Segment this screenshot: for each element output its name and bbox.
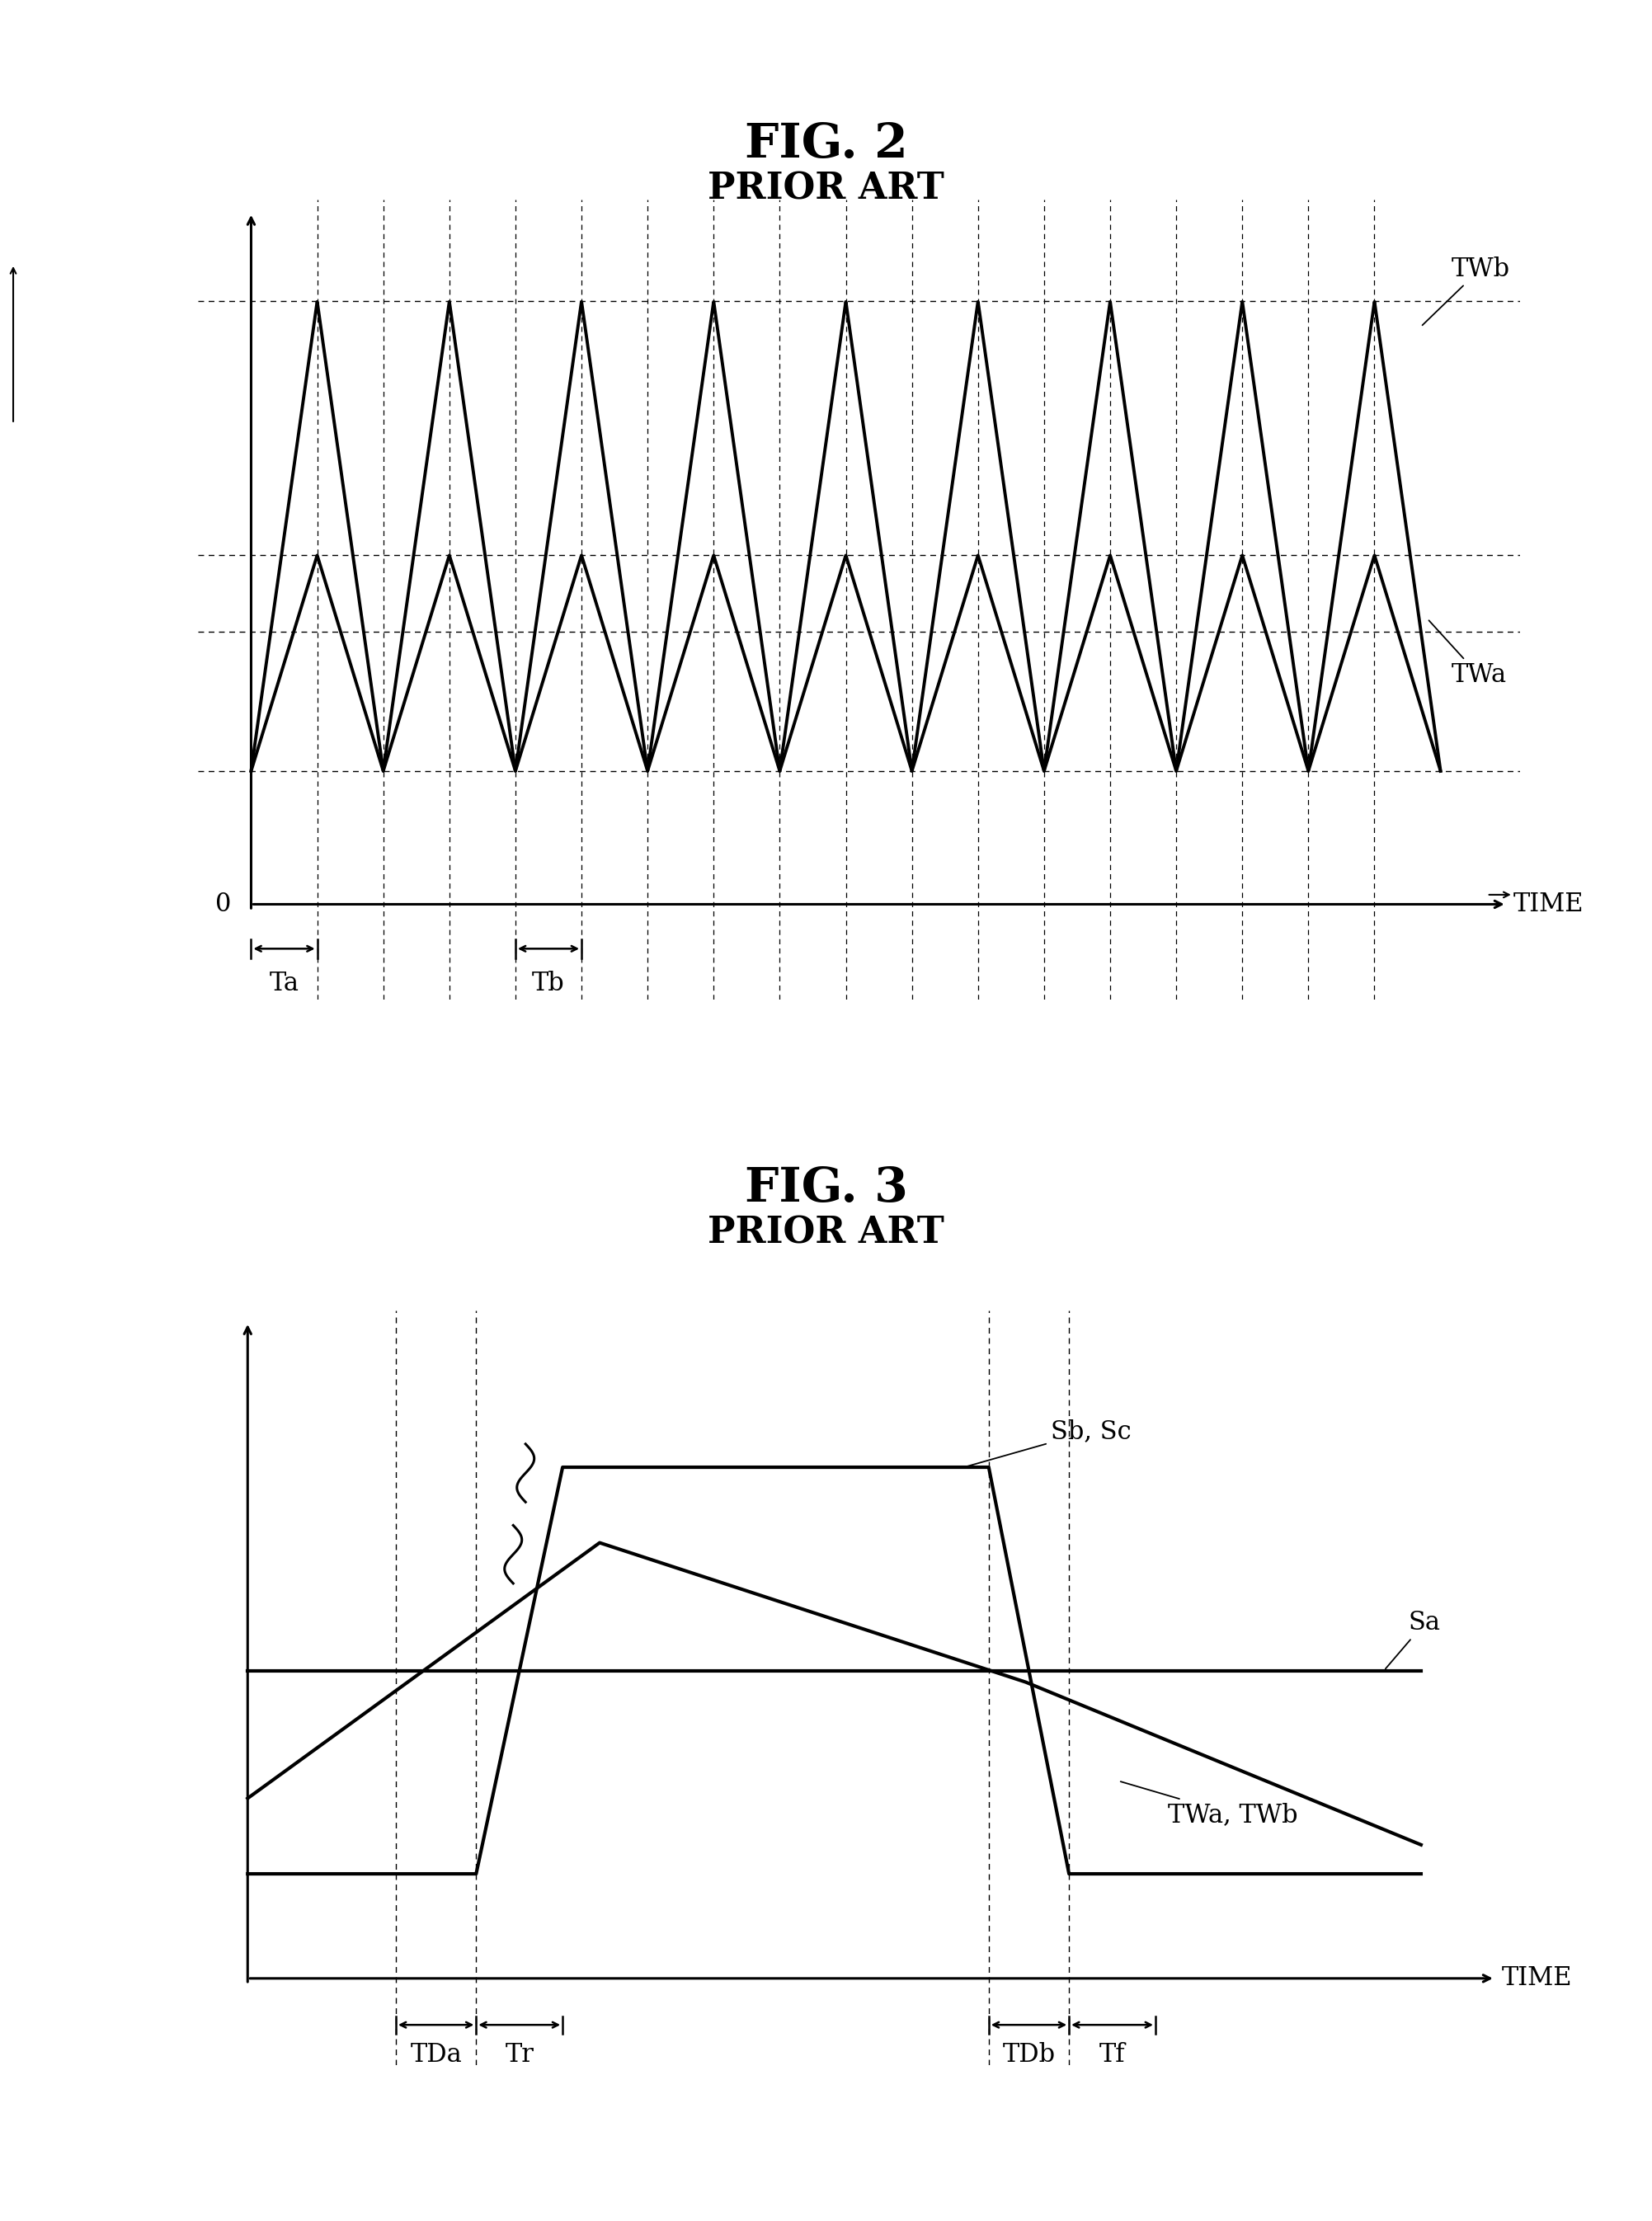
Text: TWa: TWa [1429, 620, 1507, 689]
Text: Tf: Tf [1099, 2043, 1125, 2068]
Text: PRIOR ART: PRIOR ART [707, 1215, 945, 1250]
Text: TIME: TIME [1502, 1966, 1573, 1992]
Text: Tb: Tb [532, 971, 565, 997]
Text: TDa: TDa [410, 2043, 463, 2068]
Text: Tr: Tr [506, 2043, 534, 2068]
Text: Sb, Sc: Sb, Sc [966, 1419, 1132, 1466]
Text: TIME: TIME [1513, 891, 1584, 917]
Text: TWb: TWb [1422, 255, 1510, 324]
Text: TWa, TWb: TWa, TWb [1120, 1781, 1298, 1828]
Text: 0: 0 [215, 891, 231, 917]
Text: PRIOR ART: PRIOR ART [707, 171, 945, 207]
Text: Ta: Ta [269, 971, 299, 997]
Text: FIG. 3: FIG. 3 [745, 1166, 907, 1210]
Text: Sa: Sa [1386, 1610, 1441, 1668]
Text: FIG. 2: FIG. 2 [745, 122, 907, 167]
Text: TDb: TDb [1003, 2043, 1056, 2068]
